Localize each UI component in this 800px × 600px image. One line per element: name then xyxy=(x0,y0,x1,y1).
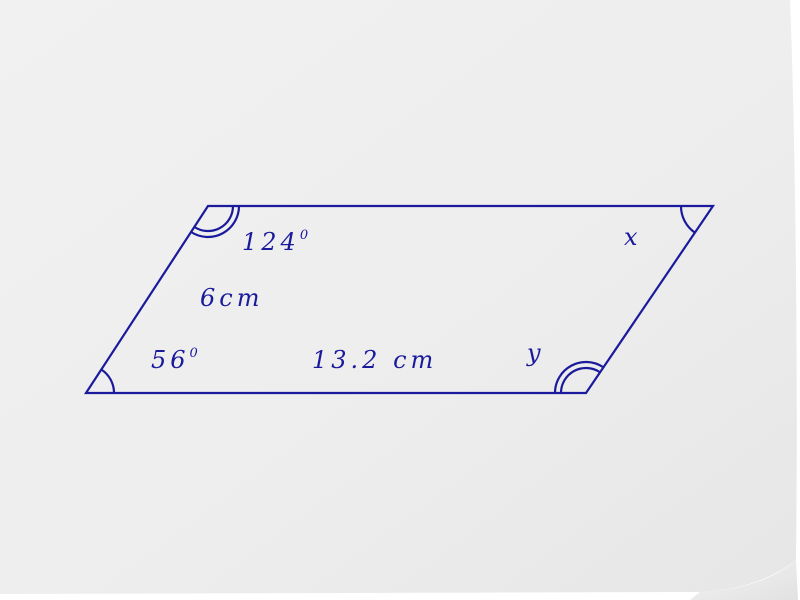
side-label-left: 6cm xyxy=(200,284,263,312)
angle-label-bottom-left: 560 xyxy=(151,346,198,374)
angle-arc-top-right xyxy=(679,205,696,234)
angle-arc-bottom-right-inner xyxy=(559,366,601,394)
side-label-bottom: 13.2 cm xyxy=(312,346,437,374)
angle-arc-top-left-inner xyxy=(193,205,235,233)
angle-arc-top-left-outer xyxy=(190,205,241,239)
angle-arc-bottom-left xyxy=(100,368,116,394)
angle-label-top-left: 1240 xyxy=(242,228,308,256)
angle-arc-bottom-right-outer xyxy=(553,360,604,394)
angle-label-bottom-right: y xyxy=(526,339,545,367)
angle-label-top-right: x xyxy=(624,223,642,251)
parallelogram-outline xyxy=(83,204,716,395)
